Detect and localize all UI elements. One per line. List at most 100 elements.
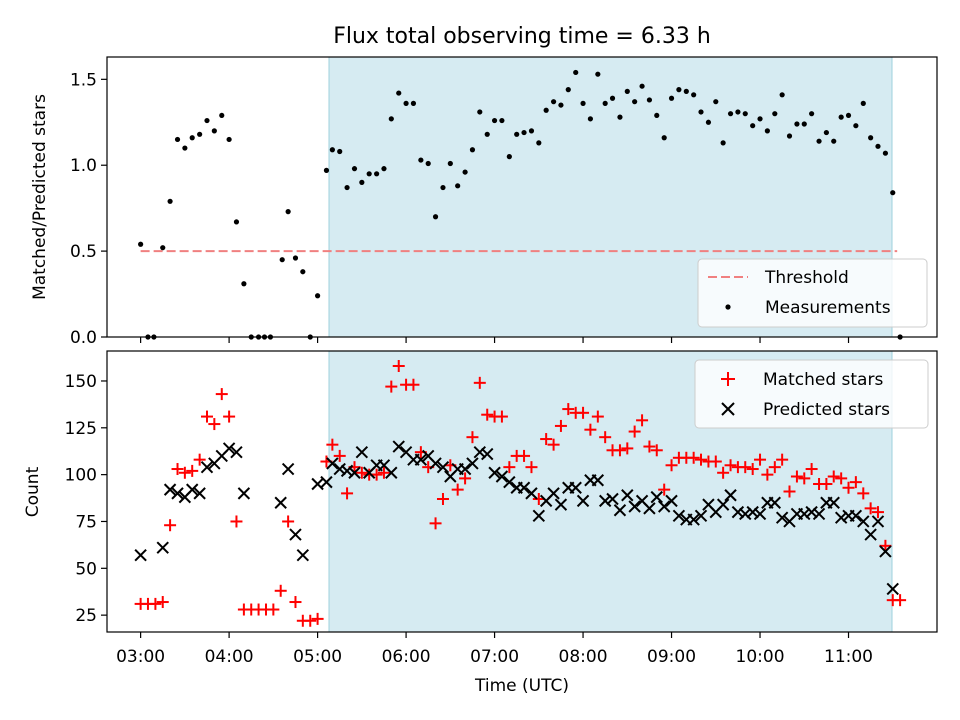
y-tick-label: 125 [65, 419, 97, 439]
measurement-point [720, 140, 726, 146]
measurement-point [713, 99, 719, 105]
matched-star-point [503, 461, 516, 474]
measurement-point [646, 97, 653, 103]
matched-star-point [436, 492, 449, 505]
measurement-point [219, 112, 225, 119]
measurements-series [138, 69, 903, 340]
measurement-point [735, 109, 741, 115]
measurement-point [329, 147, 335, 153]
x-tick-label: 04:00 [205, 647, 254, 667]
predicted-star-point [834, 511, 848, 524]
measurement-point [138, 241, 144, 247]
measurement-point [477, 109, 483, 115]
matched-star-point [289, 596, 302, 609]
matched-star-point [230, 515, 243, 528]
x-tick-label: 07:00 [470, 647, 519, 667]
predicted-star-point [333, 462, 346, 476]
matched-star-point [761, 468, 774, 481]
predicted-star-point [849, 509, 863, 523]
bottom-legend: Matched stars Predicted stars [694, 359, 929, 429]
measurement-point [801, 121, 807, 127]
predicted-star-point [200, 460, 214, 474]
measurement-point [410, 100, 417, 106]
measurement-point [337, 148, 343, 155]
measurement-point [676, 87, 682, 93]
legend-predicted-swatch [721, 402, 735, 416]
measurement-point [617, 114, 623, 120]
predicted-star-point [628, 500, 641, 513]
matched-star-point [746, 463, 759, 476]
matched-star-point [591, 410, 604, 423]
predicted-star-point [694, 509, 708, 523]
top-legend: Threshold Measurements [697, 258, 928, 328]
measurement-point [890, 190, 896, 196]
measurement-point [197, 131, 203, 137]
predicted-star-point [886, 582, 899, 596]
measurement-point [381, 166, 387, 172]
matched-star-point [355, 466, 368, 479]
matched-star-point [326, 438, 339, 451]
matched-star-point [473, 376, 486, 389]
matched-star-point [849, 476, 862, 489]
measurement-point [292, 255, 299, 261]
measurement-point [491, 117, 498, 124]
measurement-point [727, 111, 734, 117]
x-tick-label: 08:00 [559, 647, 608, 667]
matched-star-point [577, 406, 590, 419]
measurement-point [764, 128, 770, 134]
predicted-star-point [812, 507, 826, 521]
x-tick-label: 05:00 [293, 647, 342, 667]
matched-star-point [267, 603, 280, 616]
predicted-star-point [134, 548, 147, 562]
predicted-star-point [193, 487, 206, 500]
legend-measurements-label: Measurements [765, 298, 891, 318]
matched-star-point [407, 378, 420, 391]
predicted-star-point [481, 447, 494, 461]
predicted-star-point [392, 440, 405, 453]
y-tick-label: 150 [65, 372, 97, 392]
matched-star-point [149, 597, 162, 610]
matched-star-point [864, 502, 877, 515]
measurement-point [845, 112, 852, 119]
predicted-star-point [598, 494, 612, 508]
predicted-star-point [289, 528, 302, 541]
measurement-point [182, 145, 188, 151]
matched-star-point [636, 414, 649, 427]
matched-star-point [717, 466, 730, 479]
measurement-point [418, 157, 424, 163]
matched-star-point [871, 506, 884, 519]
predicted-star-point [473, 445, 486, 459]
matched-star-point [724, 459, 737, 472]
matched-star-point [164, 519, 177, 532]
predicted-star-point [171, 487, 184, 500]
measurement-point [241, 281, 247, 287]
matched-star-point [687, 451, 700, 464]
predicted-star-point [503, 475, 516, 489]
predicted-star-point [525, 487, 538, 500]
matched-star-point [215, 388, 228, 401]
matched-star-point [613, 444, 626, 457]
predicted-star-point [495, 470, 509, 483]
predicted-star-point [643, 502, 656, 515]
measurement-point [167, 198, 173, 204]
measurement-point [868, 135, 874, 141]
measurement-point [860, 100, 866, 106]
measurement-point [300, 269, 306, 275]
bottom-x-ticks: 03:00 04:00 05:00 06:00 07:00 08:00 09:00 10:00… [116, 632, 873, 667]
bottom-legend-box [694, 359, 929, 429]
predicted-star-point [739, 507, 752, 521]
measurement-point [396, 90, 402, 96]
matched-star-point [562, 403, 575, 416]
measurement-point [514, 131, 520, 137]
matched-star-point [341, 487, 354, 500]
predicted-star-point [517, 481, 531, 494]
predicted-star-point [724, 489, 737, 502]
x-tick-label: 09:00 [647, 647, 696, 667]
predicted-star-point [687, 513, 700, 526]
measurement-point [786, 133, 793, 139]
top-panel: 0.0 0.5 1.0 1.5 Matched/Predicted stars Thr… [30, 56, 938, 348]
predicted-star-point [458, 462, 472, 476]
predicted-star-point [186, 483, 199, 496]
predicted-star-point [871, 515, 885, 528]
predicted-star-point [857, 515, 870, 528]
